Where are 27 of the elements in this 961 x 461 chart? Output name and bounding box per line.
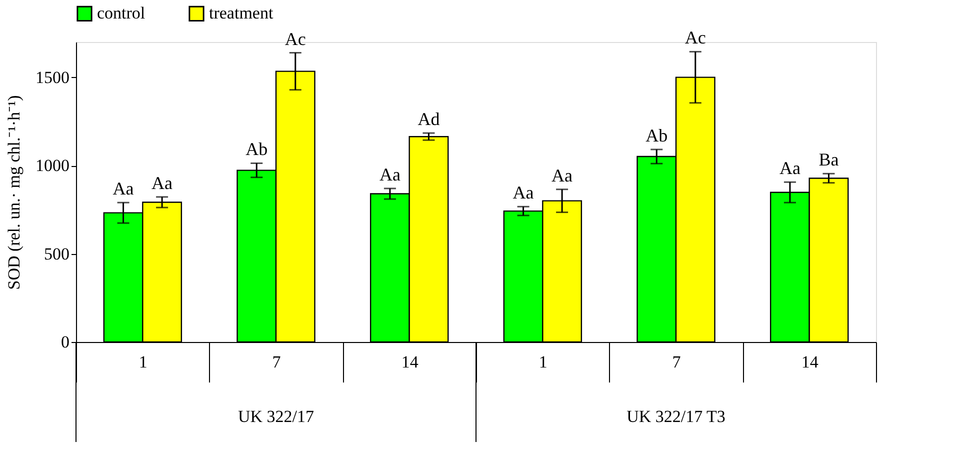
data-label: Aa: [552, 165, 573, 186]
legend-label: treatment: [209, 4, 274, 23]
x-tick-label: 14: [801, 352, 819, 372]
data-label: Ab: [246, 139, 268, 160]
data-label: Aa: [379, 164, 400, 184]
data-label: Ad: [418, 109, 440, 130]
x-tick-label: 1: [538, 352, 548, 372]
data-label: Aa: [512, 182, 534, 203]
y-tick-label: 1000: [36, 156, 70, 176]
y-axis-title: SOD (rel. un.· mg chl.⁻¹·h⁻¹): [4, 95, 24, 290]
data-label: Ac: [684, 28, 706, 48]
x-tick-label: 14: [401, 352, 419, 372]
x-tick-label: 7: [272, 352, 282, 372]
data-label: Aa: [152, 172, 173, 193]
text: UK 322/17 T3: [626, 407, 726, 426]
y-tick-label: 1500: [36, 68, 70, 87]
y-tick-label: 500: [44, 244, 70, 264]
x-tick-label: 1: [138, 352, 148, 372]
data-label: Aa: [779, 158, 800, 178]
text: UK 322/17: [238, 407, 315, 426]
data-label: Ab: [646, 125, 668, 146]
data-label: Ba: [818, 150, 839, 170]
data-label: Ac: [284, 28, 306, 49]
data-label: Aa: [112, 178, 134, 199]
legend-label: control: [97, 4, 146, 23]
x-tick-label: 7: [672, 352, 682, 372]
y-tick-label: 0: [61, 332, 70, 352]
